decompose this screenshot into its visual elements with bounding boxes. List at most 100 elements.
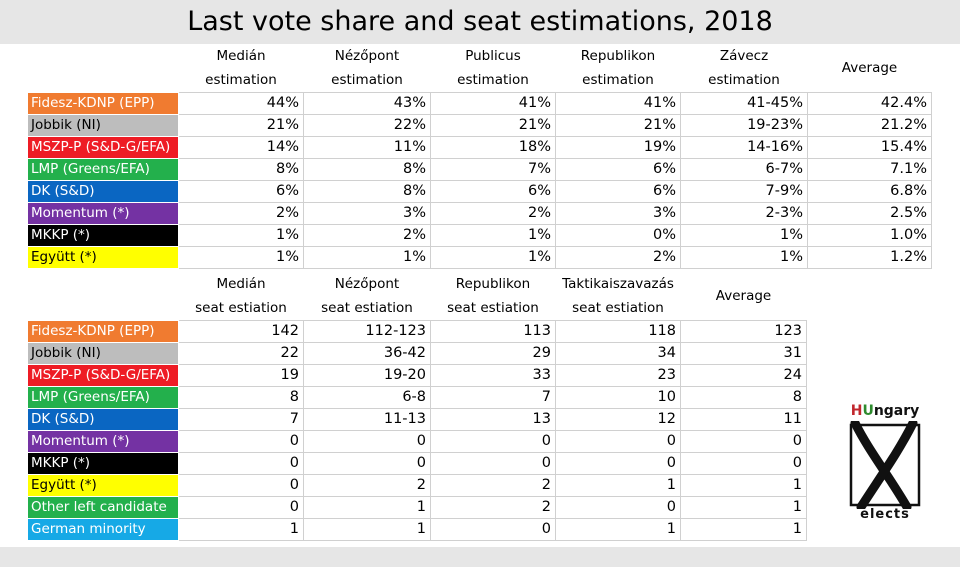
column-header-line: estimation [582, 72, 654, 88]
value-cell: 1 [680, 474, 807, 497]
value-cell: 31 [680, 342, 807, 365]
column-header-line: seat estiation [447, 300, 539, 316]
value-cell: 1% [430, 246, 556, 269]
value-cell: 1 [680, 496, 807, 519]
value-cell: 24 [680, 364, 807, 387]
column-header-line: Publicus [465, 48, 521, 64]
value-cell: 1 [178, 518, 304, 541]
value-cell: 13 [430, 408, 556, 431]
value-cell: 41-45% [680, 92, 808, 115]
value-cell: 21% [430, 114, 556, 137]
party-label: MKKP (*) [27, 452, 179, 475]
column-header-line: Závecz [719, 48, 769, 64]
page-title: Last vote share and seat estimations, 20… [187, 6, 773, 37]
value-cell: 6% [555, 158, 681, 181]
table-row: Együtt (*) 1% 1% 1% 2% 1% 1.2% [27, 246, 932, 269]
value-cell: 2-3% [680, 202, 808, 225]
column-header: Závecz estimation [681, 44, 808, 93]
party-label: Együtt (*) [27, 246, 179, 269]
value-cell: 2% [178, 202, 304, 225]
value-cell: 2.5% [807, 202, 932, 225]
header-blank [28, 44, 179, 93]
value-cell: 8 [178, 386, 304, 409]
party-label: Momentum (*) [27, 430, 179, 453]
table-row: Együtt (*) 0 2 2 1 1 [27, 474, 807, 497]
value-cell: 11-13 [303, 408, 431, 431]
value-cell: 22 [178, 342, 304, 365]
party-label: Együtt (*) [27, 474, 179, 497]
party-label: Jobbik (NI) [27, 114, 179, 137]
value-cell: 123 [680, 320, 807, 343]
column-header-line: estimation [331, 72, 403, 88]
party-label: Fidesz-KDNP (EPP) [27, 320, 179, 343]
party-label: LMP (Greens/EFA) [27, 386, 179, 409]
table-row: MSZP-P (S&D-G/EFA) 19 19-20 33 23 24 [27, 364, 807, 387]
value-cell: 6.8% [807, 180, 932, 203]
value-cell: 21% [555, 114, 681, 137]
vote-share-table: Medián estimation Nézőpont estimation Public… [27, 44, 932, 269]
value-cell: 113 [430, 320, 556, 343]
footer-bar [0, 547, 960, 567]
seat-estimation-table: Medián seat estiation Nézőpont seat estiati… [27, 272, 807, 541]
table-row: LMP (Greens/EFA) 8% 8% 7% 6% 6-7% 7.1% [27, 158, 932, 181]
party-label: LMP (Greens/EFA) [27, 158, 179, 181]
value-cell: 0 [680, 430, 807, 453]
value-cell: 1 [303, 518, 431, 541]
value-cell: 41% [555, 92, 681, 115]
column-header-line: seat estiation [572, 300, 664, 316]
value-cell: 1.0% [807, 224, 932, 247]
value-cell: 6% [430, 180, 556, 203]
table-row: Momentum (*) 0 0 0 0 0 [27, 430, 807, 453]
value-cell: 7-9% [680, 180, 808, 203]
column-header-line: Nézőpont [334, 48, 400, 64]
party-label: German minority [27, 518, 179, 541]
value-cell: 42.4% [807, 92, 932, 115]
value-cell: 0 [178, 496, 304, 519]
value-cell: 1% [680, 224, 808, 247]
column-header-line: Average [841, 60, 898, 76]
value-cell: 33 [430, 364, 556, 387]
value-cell: 19% [555, 136, 681, 159]
value-cell: 0 [555, 496, 681, 519]
table-row: Jobbik (NI) 21% 22% 21% 21% 19-23% 21.2% [27, 114, 932, 137]
value-cell: 19 [178, 364, 304, 387]
column-header: Average [808, 44, 932, 93]
party-label: DK (S&D) [27, 408, 179, 431]
column-header-line: Taktikaiszavazás [562, 276, 674, 292]
value-cell: 2% [430, 202, 556, 225]
value-cell: 11 [680, 408, 807, 431]
column-header-line: estimation [708, 72, 780, 88]
value-cell: 0 [178, 474, 304, 497]
value-cell: 0 [303, 452, 431, 475]
column-header-line: seat estiation [195, 300, 287, 316]
column-header: Publicus estimation [431, 44, 556, 93]
value-cell: 118 [555, 320, 681, 343]
value-cell: 21% [178, 114, 304, 137]
value-cell: 1 [555, 474, 681, 497]
value-cell: 2 [430, 474, 556, 497]
value-cell: 8% [303, 158, 431, 181]
table-row: MKKP (*) 1% 2% 1% 0% 1% 1.0% [27, 224, 932, 247]
value-cell: 8% [178, 158, 304, 181]
value-cell: 6-7% [680, 158, 808, 181]
value-cell: 6% [555, 180, 681, 203]
value-cell: 14% [178, 136, 304, 159]
hungary-elects-logo: HUngary elects [845, 403, 925, 523]
column-header-line: Nézőpont [334, 276, 400, 292]
column-header: Medián estimation [179, 44, 304, 93]
value-cell: 11% [303, 136, 431, 159]
value-cell: 7 [178, 408, 304, 431]
value-cell: 1% [178, 246, 304, 269]
value-cell: 10 [555, 386, 681, 409]
value-cell: 1% [680, 246, 808, 269]
value-cell: 0 [680, 452, 807, 475]
column-header: Medián seat estiation [179, 272, 304, 321]
column-header-line: Average [715, 288, 772, 304]
column-header: Nézőpont estimation [304, 44, 431, 93]
value-cell: 0 [430, 452, 556, 475]
party-label: MSZP-P (S&D-G/EFA) [27, 136, 179, 159]
table-row: LMP (Greens/EFA) 8 6-8 7 10 8 [27, 386, 807, 409]
value-cell: 18% [430, 136, 556, 159]
value-cell: 0% [555, 224, 681, 247]
value-cell: 0 [303, 430, 431, 453]
